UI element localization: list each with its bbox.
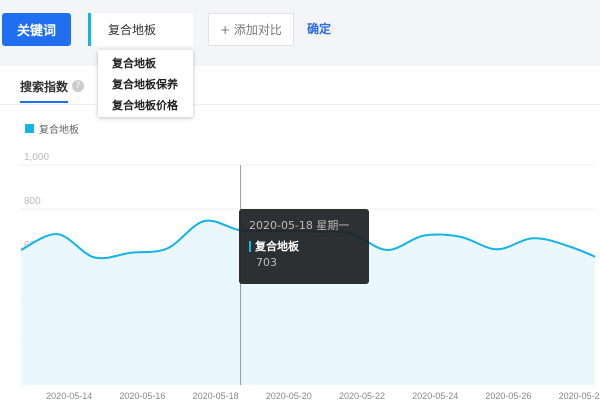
confirm-link[interactable]: 确定 xyxy=(307,22,332,36)
active-tab-indicator xyxy=(20,101,68,103)
tab-search-index[interactable]: 搜索指数 xyxy=(20,80,69,94)
x-tick-label: 2020-05-24 xyxy=(412,391,458,401)
chart-tooltip: 2020-05-18 星期一 复合地板 703 xyxy=(239,209,369,284)
suggestion-dropdown: 复合地板 复合地板保养 复合地板价格 xyxy=(98,50,193,117)
x-tick-label: 2020-05-20 xyxy=(266,391,312,401)
y-tick-label: 800 xyxy=(24,196,41,207)
tooltip-series: 复合地板 xyxy=(249,238,369,254)
question-circle-icon[interactable]: ? xyxy=(72,80,84,92)
suggestion-item[interactable]: 复合地板价格 xyxy=(112,99,178,112)
keyword-input[interactable]: 复合地板 xyxy=(88,13,193,46)
suggestion-item[interactable]: 复合地板 xyxy=(112,57,156,70)
legend-item[interactable]: 复合地板 xyxy=(25,121,79,136)
tooltip-series-label: 复合地板 xyxy=(255,240,299,253)
series-color-marker xyxy=(249,240,251,252)
series-area xyxy=(21,220,595,385)
legend-swatch xyxy=(25,124,34,133)
suggestion-item[interactable]: 复合地板保养 xyxy=(112,78,178,91)
x-tick-label: 2020-05-26 xyxy=(485,391,531,401)
divider xyxy=(0,104,600,105)
x-tick-label: 2020-05-18 xyxy=(193,391,239,401)
tooltip-date: 2020-05-18 星期一 xyxy=(249,219,350,232)
x-tick-label: 2020-05-16 xyxy=(119,391,165,401)
add-compare-button[interactable]: + 添加对比 xyxy=(208,13,294,46)
legend-label: 复合地板 xyxy=(39,125,79,136)
x-tick-label: 2020-05-22 xyxy=(339,391,385,401)
keyword-button[interactable]: 关键词 xyxy=(2,13,71,46)
x-tick-label: 2020-05-28 xyxy=(559,391,600,401)
y-tick-label: 1,000 xyxy=(24,152,49,163)
x-tick-label: 2020-05-14 xyxy=(46,391,92,401)
tooltip-value: 703 xyxy=(256,256,277,269)
